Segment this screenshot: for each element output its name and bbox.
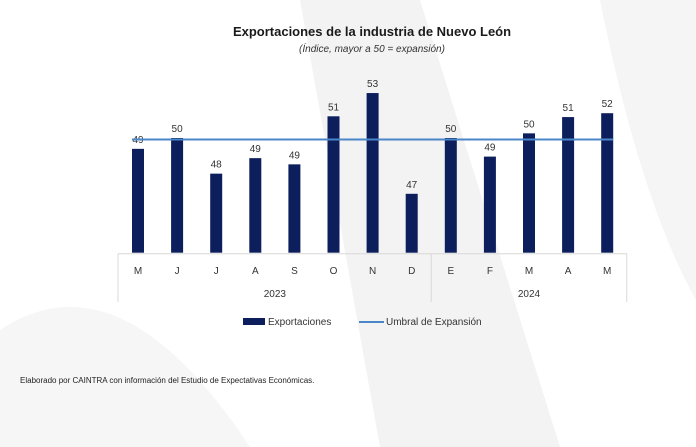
bar <box>601 113 614 253</box>
bar <box>327 116 340 253</box>
x-axis: M J J A S O N D E F M A M 2023 2024 <box>117 253 628 302</box>
data-label: 51 <box>328 102 340 113</box>
legend-label-umbral: Umbral de Expansión <box>386 317 482 328</box>
data-label: 52 <box>602 99 614 110</box>
footer-note: Elaborado por CAINTRA con información de… <box>20 376 314 385</box>
bar <box>366 93 379 253</box>
bar <box>210 173 223 253</box>
year-label: 2024 <box>518 289 541 300</box>
bar <box>132 148 144 253</box>
bars-group: 49504849495153475049505152 <box>132 79 614 253</box>
x-tick-label: M <box>134 266 142 277</box>
bar <box>562 117 575 253</box>
chart-subtitle: (Índice, mayor a 50 = expansión) <box>299 42 445 55</box>
data-label: 48 <box>211 160 223 171</box>
x-tick-label: S <box>291 266 298 277</box>
legend: Exportaciones Umbral de Expansión <box>243 317 482 328</box>
bar <box>171 138 184 253</box>
data-label: 49 <box>484 143 496 154</box>
x-tick-label: M <box>603 266 611 277</box>
data-label: 49 <box>250 144 262 155</box>
bar <box>523 133 535 253</box>
chart-title: Exportaciones de la industria de Nuevo L… <box>233 24 511 39</box>
x-tick-label: A <box>565 266 572 277</box>
data-label: 49 <box>289 150 301 161</box>
legend-label-exportaciones: Exportaciones <box>268 317 331 328</box>
x-tick-label: D <box>408 266 415 277</box>
x-tick-label: E <box>447 266 454 277</box>
legend-swatch-exportaciones <box>243 318 265 325</box>
bar <box>483 156 496 253</box>
x-tick-label: A <box>252 266 259 277</box>
x-tick-label: F <box>487 266 493 277</box>
x-tick-label: M <box>525 266 533 277</box>
data-label: 47 <box>406 180 418 191</box>
x-tick-label: O <box>330 266 338 277</box>
data-label: 51 <box>563 103 575 114</box>
data-label: 50 <box>445 124 457 135</box>
bar <box>405 193 418 253</box>
x-tick-label: J <box>214 266 219 277</box>
bar <box>288 164 301 253</box>
bar <box>249 158 262 253</box>
x-tick-label: N <box>369 266 376 277</box>
year-label: 2023 <box>264 289 287 300</box>
bar <box>444 138 457 253</box>
data-label: 50 <box>172 124 184 135</box>
x-tick-label: J <box>175 266 180 277</box>
data-label: 50 <box>523 119 535 130</box>
data-label: 53 <box>367 79 379 90</box>
